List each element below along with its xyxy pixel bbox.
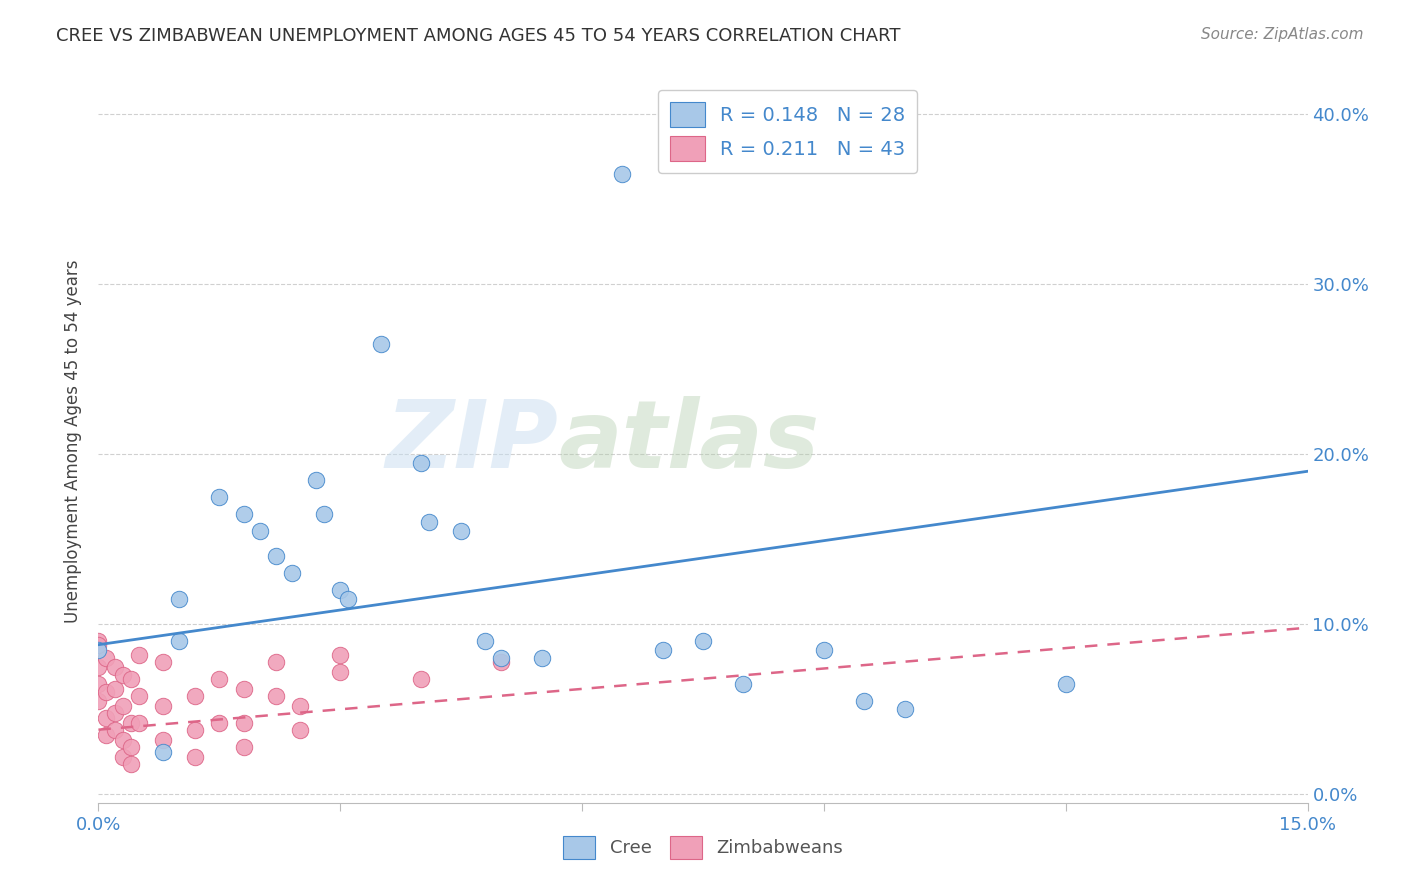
Point [264, 655, 287, 669]
Point [96, 728, 118, 742]
Point [264, 549, 287, 564]
Point [288, 698, 311, 713]
Point [612, 167, 634, 181]
Text: CREE VS ZIMBABWEAN UNEMPLOYMENT AMONG AGES 45 TO 54 YEARS CORRELATION CHART: CREE VS ZIMBABWEAN UNEMPLOYMENT AMONG AG… [56, 27, 901, 45]
Point [120, 739, 142, 754]
Point [120, 672, 142, 686]
Point [264, 689, 287, 703]
Point [96, 685, 118, 699]
Point [418, 516, 440, 530]
Point [893, 702, 915, 716]
Point [813, 642, 835, 657]
Point [152, 745, 174, 759]
Point [232, 681, 254, 696]
Point [128, 648, 150, 662]
Point [87, 634, 110, 648]
Text: ZIP: ZIP [385, 395, 558, 488]
Point [111, 750, 134, 764]
Point [184, 689, 207, 703]
Point [87, 660, 110, 674]
Point [184, 750, 207, 764]
Point [314, 507, 336, 521]
Point [87, 677, 110, 691]
Point [152, 698, 174, 713]
Point [370, 336, 392, 351]
Point [184, 723, 207, 737]
Point [491, 655, 513, 669]
Point [329, 665, 352, 679]
Point [111, 668, 134, 682]
Point [111, 732, 134, 747]
Point [87, 642, 110, 657]
Point [167, 634, 190, 648]
Point [329, 583, 352, 598]
Point [103, 723, 125, 737]
Point [111, 698, 134, 713]
Point [305, 473, 328, 487]
Point [409, 672, 432, 686]
Point [288, 723, 311, 737]
Point [87, 694, 110, 708]
Point [120, 756, 142, 771]
Point [329, 648, 352, 662]
Point [733, 677, 755, 691]
Point [530, 651, 553, 665]
Point [232, 739, 254, 754]
Point [491, 651, 513, 665]
Point [1054, 677, 1077, 691]
Point [96, 651, 118, 665]
Point [103, 681, 125, 696]
Point [128, 689, 150, 703]
Point [651, 642, 673, 657]
Text: atlas: atlas [558, 395, 820, 488]
Point [409, 456, 432, 470]
Point [450, 524, 472, 538]
Point [232, 507, 254, 521]
Legend: Cree, Zimbabweans: Cree, Zimbabweans [555, 829, 851, 866]
Point [128, 715, 150, 730]
Point [87, 638, 110, 652]
Point [167, 591, 190, 606]
Point [208, 490, 231, 504]
Point [152, 732, 174, 747]
Point [692, 634, 714, 648]
Point [208, 715, 231, 730]
Point [120, 715, 142, 730]
Y-axis label: Unemployment Among Ages 45 to 54 years: Unemployment Among Ages 45 to 54 years [65, 260, 83, 624]
Point [232, 715, 254, 730]
Point [208, 672, 231, 686]
Point [249, 524, 271, 538]
Point [96, 711, 118, 725]
Point [103, 706, 125, 720]
Point [152, 655, 174, 669]
Point [103, 660, 125, 674]
Text: Source: ZipAtlas.com: Source: ZipAtlas.com [1201, 27, 1364, 42]
Point [853, 694, 876, 708]
Point [474, 634, 496, 648]
Point [281, 566, 304, 581]
Point [337, 591, 360, 606]
